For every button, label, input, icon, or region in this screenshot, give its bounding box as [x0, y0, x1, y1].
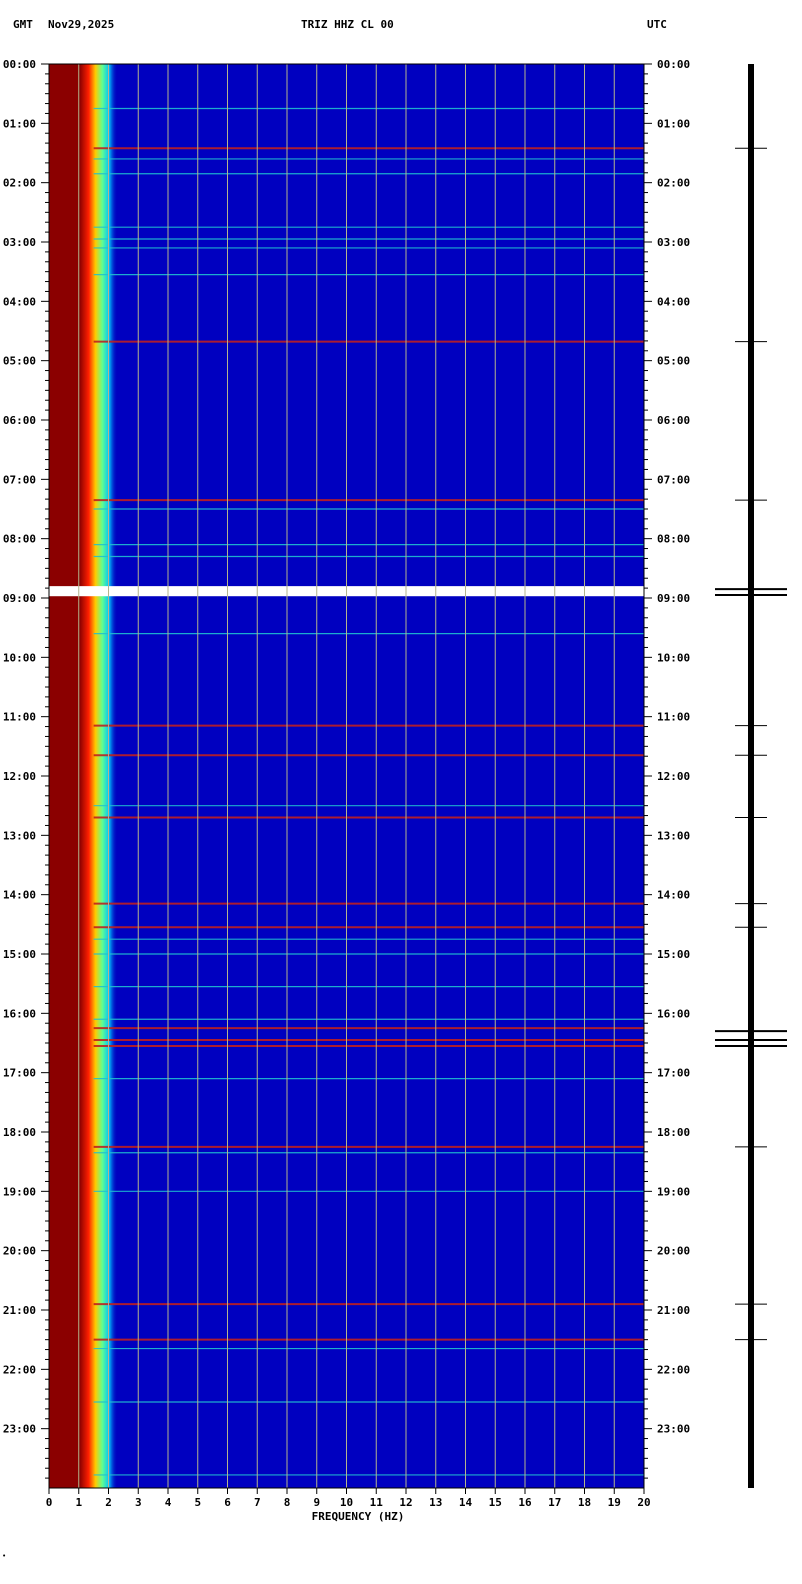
x-tick-label: 14	[459, 1496, 473, 1509]
y-tick-label-left: 14:00	[3, 889, 36, 902]
x-tick-label: 2	[105, 1496, 112, 1509]
x-tick-label: 19	[608, 1496, 621, 1509]
y-tick-label-right: 22:00	[657, 1363, 690, 1376]
y-tick-label-right: 05:00	[657, 355, 690, 368]
y-tick-label-left: 01:00	[3, 117, 36, 130]
y-tick-label-left: 18:00	[3, 1126, 36, 1139]
x-tick-label: 8	[284, 1496, 291, 1509]
y-tick-label-right: 18:00	[657, 1126, 690, 1139]
x-tick-label: 9	[313, 1496, 320, 1509]
gmt-label: GMT	[13, 18, 33, 31]
y-tick-label-right: 17:00	[657, 1067, 690, 1080]
x-axis-title: FREQUENCY (HZ)	[312, 1510, 405, 1523]
seismogram-trace	[715, 64, 787, 1488]
y-tick-label-left: 10:00	[3, 651, 36, 664]
y-tick-label-left: 16:00	[3, 1007, 36, 1020]
x-tick-label: 5	[194, 1496, 201, 1509]
x-tick-label: 13	[429, 1496, 442, 1509]
y-tick-label-left: 07:00	[3, 473, 36, 486]
y-tick-label-right: 04:00	[657, 295, 690, 308]
y-tick-label-left: 00:00	[3, 58, 36, 71]
y-tick-label-right: 23:00	[657, 1423, 690, 1436]
station-label: TRIZ HHZ CL 00	[301, 18, 394, 31]
y-tick-label-right: 10:00	[657, 651, 690, 664]
y-tick-label-right: 07:00	[657, 473, 690, 486]
x-tick-label: 10	[340, 1496, 353, 1509]
y-tick-label-left: 04:00	[3, 295, 36, 308]
y-tick-label-left: 12:00	[3, 770, 36, 783]
x-tick-label: 15	[489, 1496, 502, 1509]
x-tick-label: 6	[224, 1496, 231, 1509]
y-tick-label-left: 17:00	[3, 1067, 36, 1080]
y-tick-label-left: 06:00	[3, 414, 36, 427]
utc-label: UTC	[647, 18, 667, 31]
y-tick-label-left: 02:00	[3, 177, 36, 190]
x-tick-label: 12	[399, 1496, 412, 1509]
y-tick-label-right: 06:00	[657, 414, 690, 427]
x-tick-label: 3	[135, 1496, 142, 1509]
y-tick-label-left: 19:00	[3, 1185, 36, 1198]
y-tick-label-left: 05:00	[3, 355, 36, 368]
y-tick-label-left: 23:00	[3, 1423, 36, 1436]
x-tick-label: 18	[578, 1496, 591, 1509]
x-tick-label: 4	[165, 1496, 172, 1509]
y-tick-label-left: 08:00	[3, 533, 36, 546]
x-tick-label: 7	[254, 1496, 261, 1509]
y-tick-label-right: 03:00	[657, 236, 690, 249]
y-tick-label-left: 03:00	[3, 236, 36, 249]
x-tick-label: 1	[75, 1496, 82, 1509]
y-tick-label-left: 20:00	[3, 1245, 36, 1258]
y-tick-label-right: 11:00	[657, 711, 690, 724]
frequency-gridlines	[78, 64, 615, 1488]
y-tick-label-right: 02:00	[657, 177, 690, 190]
y-tick-label-left: 11:00	[3, 711, 36, 724]
trace-body	[748, 64, 754, 1488]
y-tick-label-right: 15:00	[657, 948, 690, 961]
x-tick-label: 20	[637, 1496, 650, 1509]
x-tick-label: 0	[46, 1496, 53, 1509]
date-label: Nov29,2025	[48, 18, 115, 31]
y-tick-label-right: 12:00	[657, 770, 690, 783]
y-tick-label-left: 13:00	[3, 829, 36, 842]
x-tick-label: 11	[370, 1496, 384, 1509]
y-tick-label-right: 14:00	[657, 889, 690, 902]
y-tick-label-right: 00:00	[657, 58, 690, 71]
y-tick-label-right: 21:00	[657, 1304, 690, 1317]
corner-mark: •	[2, 1552, 7, 1560]
y-tick-label-left: 22:00	[3, 1363, 36, 1376]
y-tick-label-right: 08:00	[657, 533, 690, 546]
y-tick-label-right: 09:00	[657, 592, 690, 605]
x-tick-label: 16	[518, 1496, 532, 1509]
y-tick-label-right: 16:00	[657, 1007, 690, 1020]
y-tick-label-right: 01:00	[657, 117, 690, 130]
y-tick-label-left: 09:00	[3, 592, 36, 605]
y-tick-label-left: 21:00	[3, 1304, 36, 1317]
y-tick-label-right: 20:00	[657, 1245, 690, 1258]
low-frequency-core	[49, 64, 76, 1488]
y-tick-label-right: 13:00	[657, 829, 690, 842]
x-tick-label: 17	[548, 1496, 561, 1509]
y-tick-label-right: 19:00	[657, 1185, 690, 1198]
y-tick-label-left: 15:00	[3, 948, 36, 961]
